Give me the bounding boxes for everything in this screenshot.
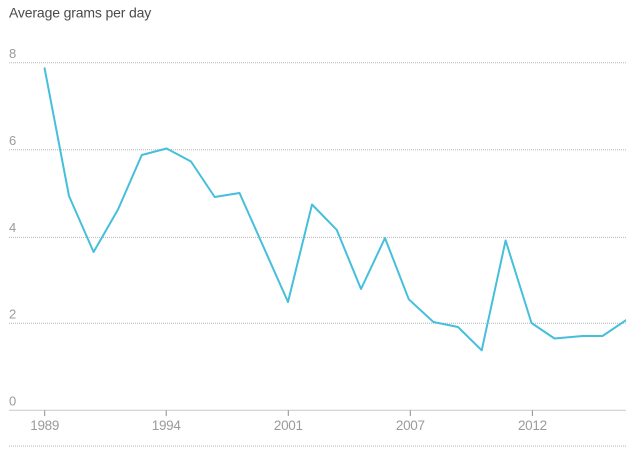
svg-text:1994: 1994 <box>152 418 182 433</box>
svg-text:2001: 2001 <box>274 418 303 433</box>
svg-text:Average grams per day: Average grams per day <box>9 5 151 21</box>
svg-text:8: 8 <box>9 46 16 61</box>
svg-text:2007: 2007 <box>396 418 425 433</box>
svg-text:2: 2 <box>9 306 16 321</box>
svg-text:0: 0 <box>9 393 16 408</box>
svg-text:6: 6 <box>9 133 16 148</box>
svg-text:1989: 1989 <box>30 418 59 433</box>
svg-text:4: 4 <box>9 220 16 235</box>
svg-text:2012: 2012 <box>518 418 547 433</box>
